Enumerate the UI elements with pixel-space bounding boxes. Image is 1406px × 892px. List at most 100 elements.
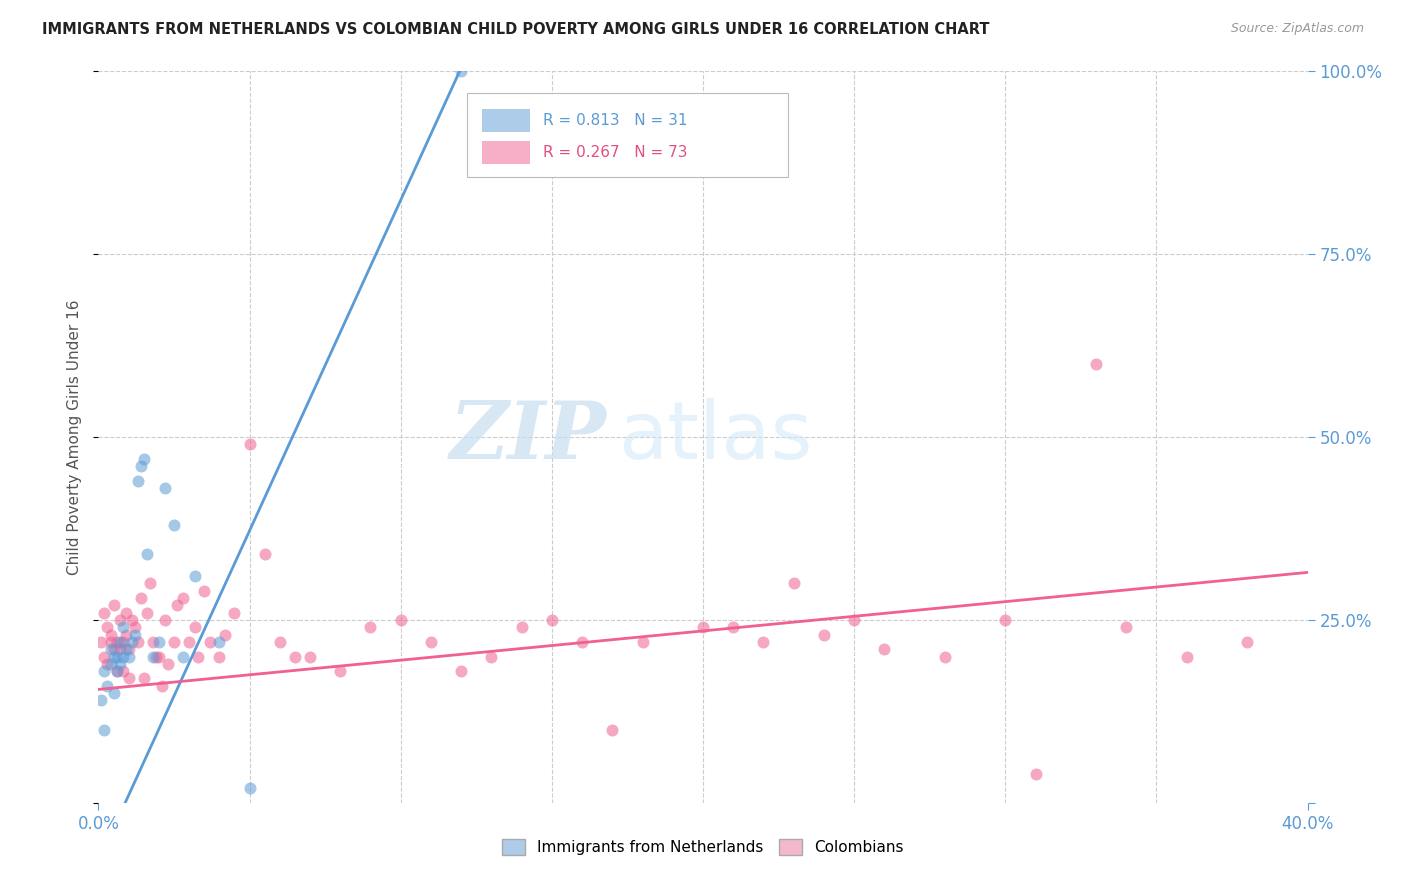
Point bbox=[105, 649, 128, 664]
Point bbox=[105, 635, 128, 649]
Point bbox=[100, 642, 122, 657]
Legend: Immigrants from Netherlands, Colombians: Immigrants from Netherlands, Colombians bbox=[496, 833, 910, 861]
Point bbox=[813, 627, 835, 641]
Point bbox=[135, 547, 157, 561]
Point bbox=[239, 781, 262, 796]
Point bbox=[103, 649, 125, 664]
Point bbox=[142, 635, 165, 649]
Point bbox=[389, 613, 412, 627]
Point bbox=[1115, 620, 1137, 634]
Point bbox=[105, 664, 128, 678]
Bar bbox=[482, 109, 530, 132]
Point bbox=[450, 664, 472, 678]
Point bbox=[153, 481, 176, 495]
Point bbox=[172, 649, 194, 664]
Point bbox=[118, 672, 141, 686]
Text: Source: ZipAtlas.com: Source: ZipAtlas.com bbox=[1230, 22, 1364, 36]
Point bbox=[208, 649, 231, 664]
Point bbox=[139, 576, 162, 591]
Text: atlas: atlas bbox=[619, 398, 813, 476]
Point bbox=[253, 547, 276, 561]
Point bbox=[111, 635, 134, 649]
Point bbox=[783, 576, 806, 591]
Point bbox=[100, 657, 122, 671]
Point bbox=[214, 627, 236, 641]
Point bbox=[108, 635, 131, 649]
Point bbox=[692, 620, 714, 634]
Point bbox=[148, 635, 170, 649]
Point bbox=[124, 620, 146, 634]
Point bbox=[163, 635, 186, 649]
Point bbox=[105, 664, 128, 678]
Point bbox=[111, 664, 134, 678]
Text: IMMIGRANTS FROM NETHERLANDS VS COLOMBIAN CHILD POVERTY AMONG GIRLS UNDER 16 CORR: IMMIGRANTS FROM NETHERLANDS VS COLOMBIAN… bbox=[42, 22, 990, 37]
Point bbox=[108, 642, 131, 657]
Point bbox=[93, 649, 115, 664]
Point bbox=[1085, 357, 1108, 371]
Point bbox=[124, 627, 146, 641]
Point bbox=[111, 620, 134, 634]
Point bbox=[360, 620, 382, 634]
Point bbox=[150, 679, 173, 693]
Point bbox=[420, 635, 443, 649]
Point bbox=[239, 437, 262, 451]
Point bbox=[132, 452, 155, 467]
Point bbox=[100, 627, 122, 641]
Point bbox=[93, 606, 115, 620]
Point bbox=[224, 606, 246, 620]
Point bbox=[631, 635, 654, 649]
Point bbox=[873, 642, 896, 657]
Point bbox=[163, 517, 186, 532]
Point bbox=[93, 664, 115, 678]
Point bbox=[172, 591, 194, 605]
Point bbox=[114, 606, 136, 620]
Point bbox=[481, 649, 503, 664]
Point bbox=[103, 686, 125, 700]
Point bbox=[602, 723, 624, 737]
Point bbox=[184, 569, 207, 583]
Point bbox=[1175, 649, 1198, 664]
Point bbox=[129, 591, 152, 605]
Point bbox=[118, 642, 141, 657]
Point bbox=[118, 649, 141, 664]
Point bbox=[752, 635, 775, 649]
Point bbox=[100, 635, 122, 649]
Point bbox=[1024, 766, 1046, 780]
Point bbox=[179, 635, 201, 649]
Point bbox=[540, 613, 562, 627]
Point bbox=[108, 613, 131, 627]
Point bbox=[135, 606, 157, 620]
Point bbox=[450, 64, 472, 78]
Point bbox=[132, 672, 155, 686]
Point bbox=[299, 649, 322, 664]
Point bbox=[111, 649, 134, 664]
Point bbox=[284, 649, 307, 664]
Point bbox=[121, 635, 143, 649]
Point bbox=[96, 620, 118, 634]
FancyBboxPatch shape bbox=[467, 94, 787, 178]
Point bbox=[934, 649, 956, 664]
Point bbox=[96, 679, 118, 693]
Point bbox=[329, 664, 352, 678]
Point bbox=[127, 474, 149, 488]
Point bbox=[90, 635, 112, 649]
Text: ZIP: ZIP bbox=[450, 399, 606, 475]
Point bbox=[184, 620, 207, 634]
Point bbox=[142, 649, 165, 664]
Point bbox=[145, 649, 167, 664]
Point bbox=[103, 642, 125, 657]
Point bbox=[114, 627, 136, 641]
Text: R = 0.267   N = 73: R = 0.267 N = 73 bbox=[543, 145, 688, 160]
Point bbox=[208, 635, 231, 649]
Point bbox=[108, 657, 131, 671]
Point bbox=[121, 613, 143, 627]
Point bbox=[90, 693, 112, 707]
Point bbox=[153, 613, 176, 627]
Point bbox=[93, 723, 115, 737]
Point bbox=[200, 635, 222, 649]
Point bbox=[1236, 635, 1258, 649]
Bar bbox=[482, 141, 530, 164]
Point bbox=[510, 620, 533, 634]
Point bbox=[844, 613, 866, 627]
Point bbox=[103, 599, 125, 613]
